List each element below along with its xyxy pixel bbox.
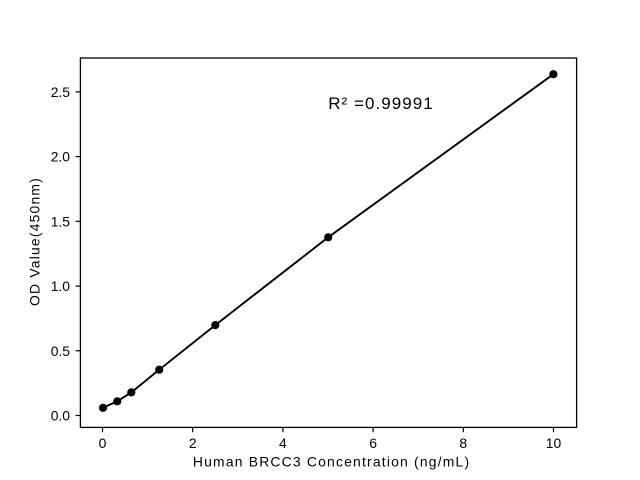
svg-text:6: 6 — [369, 435, 377, 451]
svg-text:10: 10 — [546, 435, 562, 451]
svg-text:1.5: 1.5 — [51, 213, 71, 229]
svg-text:2.0: 2.0 — [51, 149, 71, 165]
svg-text:0.0: 0.0 — [51, 408, 71, 424]
svg-text:4: 4 — [279, 435, 287, 451]
svg-text:0.5: 0.5 — [51, 343, 71, 359]
svg-text:OD Value(450nm): OD Value(450nm) — [27, 177, 43, 306]
svg-text:0: 0 — [99, 435, 107, 451]
svg-text:R² =0.99991: R² =0.99991 — [328, 94, 434, 113]
svg-text:1.0: 1.0 — [51, 278, 71, 294]
svg-text:Human BRCC3 Concentration (ng/: Human BRCC3 Concentration (ng/mL) — [193, 454, 470, 470]
svg-text:8: 8 — [459, 435, 467, 451]
svg-text:2: 2 — [189, 435, 197, 451]
svg-text:2.5: 2.5 — [51, 84, 71, 100]
